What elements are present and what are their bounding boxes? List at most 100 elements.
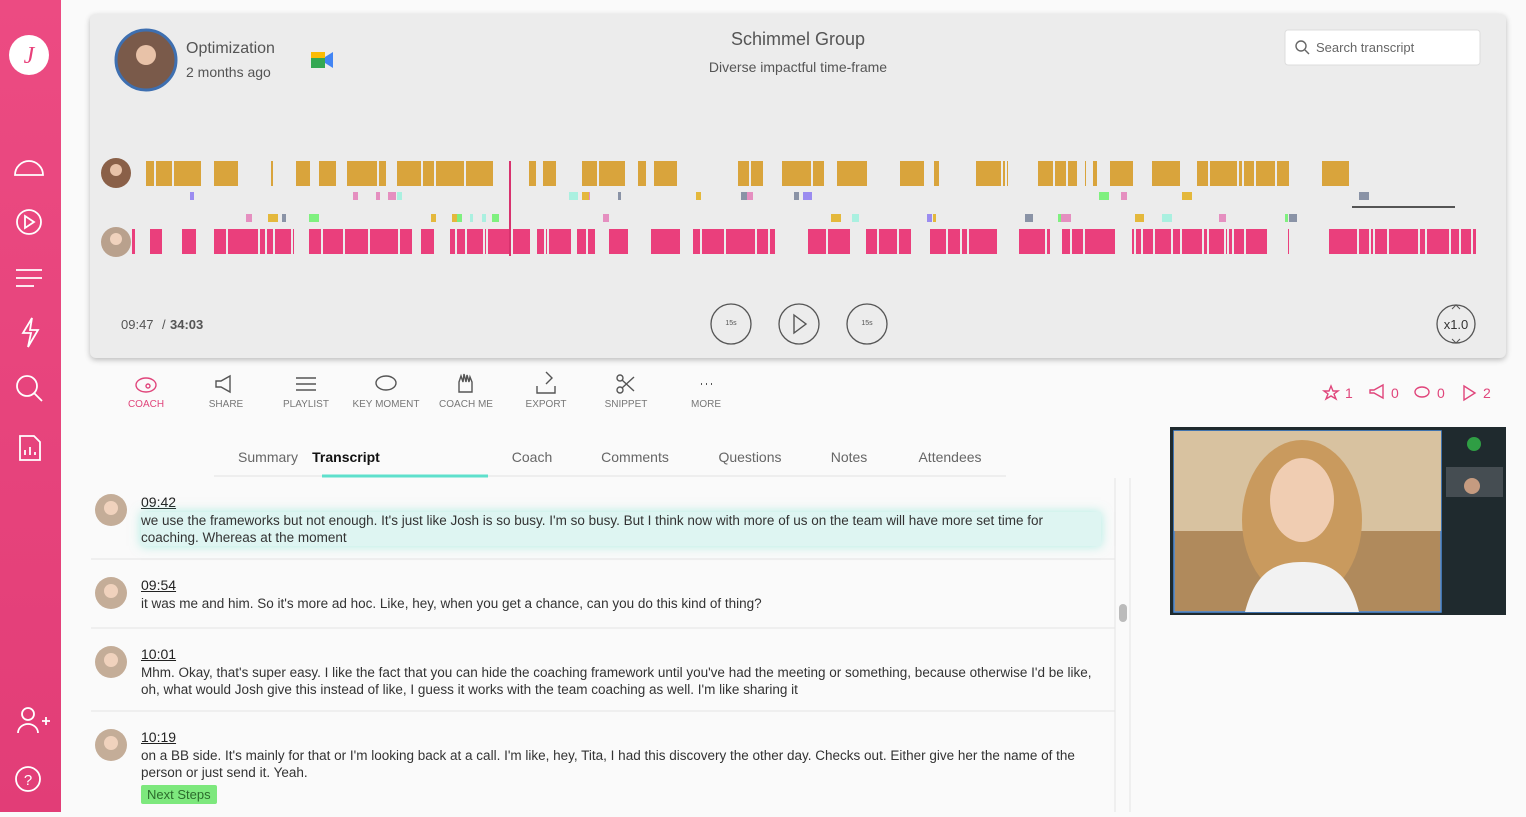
speech-segment: [214, 161, 238, 186]
toolbar-label[interactable]: EXPORT: [525, 399, 567, 410]
moment-marker: [1188, 192, 1192, 200]
tab[interactable]: Summary: [238, 449, 298, 465]
toolbar-label[interactable]: SHARE: [208, 399, 244, 410]
logo[interactable]: J: [24, 43, 36, 69]
meeting-title: Optimization: [186, 40, 275, 57]
speech-segment: [1322, 161, 1349, 186]
moment-marker: [927, 214, 932, 222]
search-money-icon[interactable]: [16, 375, 38, 397]
timeline-tracks: [132, 161, 1476, 254]
speech-segment: [726, 229, 755, 254]
speech-segment: [1093, 161, 1097, 186]
counter[interactable]: 2: [1483, 385, 1491, 401]
list-icon[interactable]: [16, 269, 42, 287]
speech-segment: [654, 161, 677, 186]
speech-segment: [345, 229, 368, 254]
moment-marker: [806, 192, 812, 200]
entry-time[interactable]: 09:54: [141, 577, 177, 593]
speech-segment: [1234, 229, 1244, 254]
moment-marker: [1121, 192, 1127, 200]
play-icon[interactable]: [16, 209, 42, 235]
toolbar-label[interactable]: KEY MOMENT: [352, 399, 420, 410]
moment-marker: [603, 214, 609, 222]
moment-marker: [314, 214, 319, 222]
speech-segment: [1244, 161, 1254, 186]
moment-marker: [852, 214, 859, 222]
moment-marker: [190, 192, 194, 200]
speech-segment: [423, 161, 434, 186]
dashboard-icon[interactable]: [14, 160, 44, 176]
skip-forward-label[interactable]: 15s: [861, 320, 873, 327]
moment-marker: [431, 214, 436, 222]
tab[interactable]: Coach: [511, 449, 553, 465]
entry-time[interactable]: 10:01: [141, 646, 177, 662]
help-icon[interactable]: [15, 766, 41, 792]
entry-time[interactable]: 09:42: [141, 494, 177, 510]
counter[interactable]: 0: [1391, 385, 1399, 401]
tab[interactable]: Questions: [718, 449, 782, 465]
speech-segment: [577, 229, 586, 254]
speech-segment: [1197, 161, 1208, 186]
speech-segment: [1204, 229, 1207, 254]
skip-back-label[interactable]: 15s: [725, 320, 737, 327]
speech-segment: [1451, 229, 1459, 254]
add-user-icon[interactable]: [21, 707, 35, 721]
meet-icon: [311, 52, 333, 68]
search-box[interactable]: [1284, 29, 1481, 66]
speech-segment: [813, 161, 824, 186]
bolt-icon[interactable]: [21, 317, 40, 348]
speech-segment: [174, 161, 201, 186]
speech-segment: [1226, 229, 1227, 254]
speech-segment: [549, 229, 571, 254]
speed-label[interactable]: x1.0: [1443, 317, 1469, 332]
toolbar-label[interactable]: COACH ME: [439, 399, 493, 410]
speech-segment: [599, 161, 625, 186]
play-button[interactable]: [778, 303, 820, 345]
counter[interactable]: 1: [1345, 385, 1353, 401]
speech-segment: [828, 229, 850, 254]
company-name: Schimmel Group: [730, 29, 866, 49]
speech-segment: [1143, 229, 1153, 254]
moment-marker: [482, 214, 486, 222]
speech-segment: [1461, 229, 1471, 254]
speech-segment: [1085, 229, 1115, 254]
report-icon[interactable]: [19, 435, 41, 461]
speech-segment: [1019, 229, 1045, 254]
entry-text: it was me and him. So it's more ad hoc. …: [141, 596, 762, 611]
tab[interactable]: Comments: [601, 449, 669, 465]
speaker-face: [104, 501, 118, 515]
skip-back-button[interactable]: [710, 303, 752, 345]
speech-segment: [1427, 229, 1449, 254]
moment-marker: [745, 192, 753, 200]
scrollbar[interactable]: [1119, 604, 1127, 622]
tab[interactable]: Transcript: [312, 449, 380, 465]
moment-marker: [376, 192, 380, 200]
speech-segment: [421, 229, 434, 254]
entry-text: Mhm. Okay, that's super easy. I like the…: [141, 665, 1092, 697]
entry-time[interactable]: 10:19: [141, 729, 177, 745]
toolbar-label[interactable]: SNIPPET: [604, 399, 648, 410]
video-panel: [1170, 427, 1506, 615]
tab[interactable]: Notes: [830, 449, 868, 465]
toolbar-label[interactable]: MORE: [691, 399, 721, 410]
speech-segment: [962, 229, 967, 254]
toolbar-label[interactable]: PLAYLIST: [283, 399, 329, 410]
skip-forward-button[interactable]: [846, 303, 888, 345]
speech-segment: [537, 229, 544, 254]
speech-segment: [1007, 161, 1008, 186]
moment-marker: [1162, 214, 1172, 222]
speech-segment: [293, 229, 294, 254]
counter[interactable]: 0: [1437, 385, 1445, 401]
svg-text:?: ?: [24, 772, 32, 789]
entry-tag[interactable]: Next Steps: [141, 785, 217, 804]
speech-segment: [879, 229, 897, 254]
search-placeholder[interactable]: Search transcript: [1316, 40, 1415, 55]
speech-segment: [543, 161, 556, 186]
speech-segment: [1155, 229, 1171, 254]
toolbar-label[interactable]: COACH: [127, 399, 165, 410]
logo-circle[interactable]: [9, 35, 49, 75]
speech-segment: [379, 161, 386, 186]
tab[interactable]: Attendees: [918, 449, 982, 465]
speech-segment: [1136, 229, 1141, 254]
